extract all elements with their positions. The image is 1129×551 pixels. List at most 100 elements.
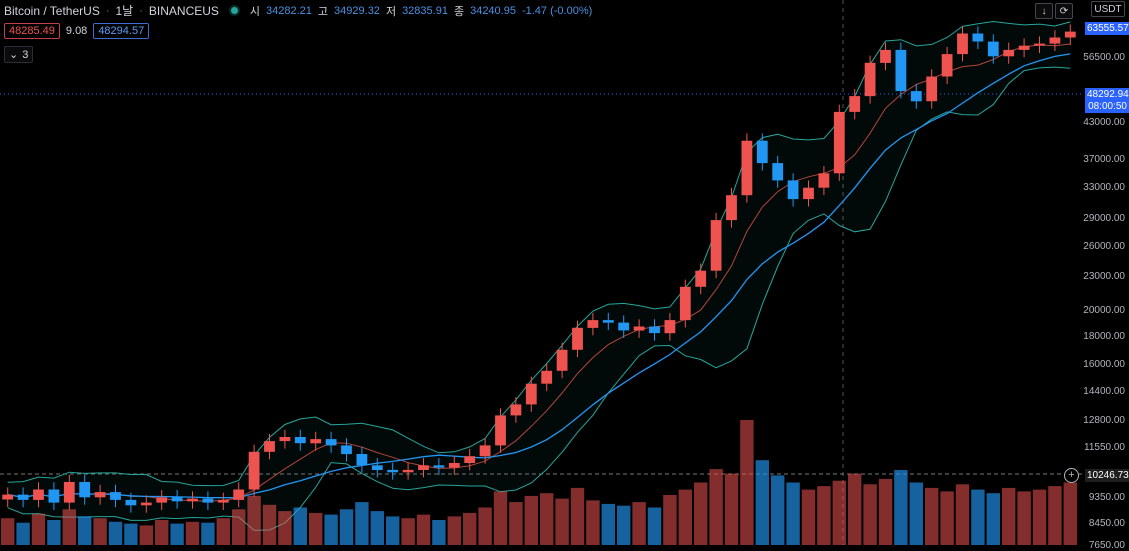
price-axis-label: 56500.00 bbox=[1083, 52, 1125, 63]
open-value: 34282.21 bbox=[266, 4, 312, 17]
candle-body bbox=[541, 370, 553, 384]
volume-bar bbox=[1002, 487, 1016, 545]
interval-label[interactable]: 1날 bbox=[115, 4, 134, 18]
volume-bar bbox=[216, 518, 230, 545]
currency-button[interactable]: USDT bbox=[1091, 1, 1125, 17]
add-alert-button[interactable]: + bbox=[1064, 468, 1079, 483]
volume-bar bbox=[509, 502, 523, 545]
volume-bar bbox=[863, 484, 877, 545]
volume-bar bbox=[832, 480, 846, 545]
price-axis-label: 29000.00 bbox=[1083, 213, 1125, 224]
volume-bar bbox=[1063, 482, 1077, 545]
volume-bar bbox=[524, 495, 538, 545]
candle-body bbox=[972, 33, 984, 42]
symbol-name[interactable]: Bitcoin / TetherUS bbox=[4, 3, 100, 18]
volume-bar bbox=[31, 513, 46, 545]
crosshair-price-tag: 48292.94 bbox=[1085, 88, 1129, 101]
candle-body bbox=[171, 497, 183, 502]
price-axis-label: 11550.00 bbox=[1084, 442, 1125, 453]
price-axis-label: 37000.00 bbox=[1083, 154, 1125, 165]
candle-body bbox=[864, 62, 876, 97]
candle-body bbox=[125, 499, 137, 506]
volume-bar bbox=[370, 511, 384, 545]
price-axis-label: 26000.00 bbox=[1083, 241, 1125, 252]
indicators-collapse-button[interactable]: ⌄ 3 bbox=[4, 46, 34, 63]
volume-bar bbox=[617, 505, 631, 545]
volume-bar bbox=[1, 518, 15, 545]
candle-body bbox=[233, 489, 245, 500]
volume-bar bbox=[108, 521, 123, 545]
candle-body bbox=[602, 320, 614, 323]
candle-body bbox=[156, 497, 168, 503]
price-axis-label: 7650.00 bbox=[1088, 540, 1125, 551]
volume-bar bbox=[694, 482, 708, 545]
candle-body bbox=[618, 322, 630, 331]
volume-bar bbox=[262, 504, 277, 545]
volume-bar bbox=[925, 487, 939, 545]
volume-bar bbox=[78, 516, 92, 545]
candle-body bbox=[803, 187, 814, 200]
high-value: 34929.32 bbox=[334, 4, 380, 17]
close-label: 종 bbox=[453, 5, 465, 18]
volume-bar bbox=[1048, 486, 1062, 545]
volume-bar bbox=[632, 502, 646, 545]
volume-bar bbox=[740, 420, 754, 545]
volume-bar bbox=[786, 482, 800, 545]
price-axis-label: 18000.00 bbox=[1083, 331, 1125, 342]
candle-body bbox=[79, 482, 91, 498]
candle-body bbox=[495, 415, 506, 446]
volume-bar bbox=[16, 522, 30, 545]
candle-body bbox=[341, 445, 352, 455]
price-axis-label: 16000.00 bbox=[1083, 359, 1125, 370]
candle-body bbox=[2, 494, 14, 500]
refresh-button[interactable]: ⟳ bbox=[1055, 3, 1073, 19]
volume-bar bbox=[155, 520, 169, 545]
chevron-down-icon: ⌄ bbox=[9, 49, 19, 61]
volume-bar bbox=[432, 520, 446, 545]
volume-bar bbox=[771, 475, 785, 545]
volume-bar bbox=[447, 516, 461, 545]
separator: · bbox=[105, 4, 110, 17]
candle-body bbox=[741, 140, 753, 196]
candle-body bbox=[110, 492, 121, 500]
candle-body bbox=[941, 54, 953, 77]
candle-body bbox=[710, 220, 722, 271]
indicator-count: 3 bbox=[22, 48, 29, 61]
symbol-legend: Bitcoin / TetherUS · 1날 · BINANCEUS 시 342… bbox=[4, 2, 592, 19]
volume-bar bbox=[47, 520, 61, 545]
volume-bar bbox=[709, 469, 723, 545]
bollinger-upper-line bbox=[7, 20, 1071, 487]
bar-countdown: 08:00:50 bbox=[1085, 100, 1129, 113]
candle-body bbox=[849, 96, 861, 112]
scroll-to-latest-button[interactable]: ↓ bbox=[1035, 3, 1053, 19]
candle-body bbox=[140, 502, 152, 506]
volume-bar bbox=[463, 512, 477, 545]
market-open-icon bbox=[230, 7, 238, 14]
candle-body bbox=[880, 49, 891, 63]
candle-body bbox=[217, 499, 229, 503]
candle-body bbox=[310, 439, 322, 444]
candle-body bbox=[17, 494, 29, 500]
open-label: 시 bbox=[249, 5, 261, 18]
volume-bar bbox=[401, 518, 415, 545]
down-arrow-icon: ↓ bbox=[1041, 5, 1047, 17]
volume-bar bbox=[247, 495, 261, 545]
candle-body bbox=[33, 489, 44, 500]
volume-bar bbox=[555, 498, 569, 545]
indicator-upper-value: 48294.57 bbox=[93, 23, 150, 39]
price-axis-label: 9350.00 bbox=[1088, 492, 1125, 503]
candle-body bbox=[356, 454, 368, 466]
volume-bar bbox=[940, 491, 954, 545]
volume-bar bbox=[232, 509, 246, 545]
volume-bar bbox=[355, 502, 369, 545]
volume-bar bbox=[124, 523, 138, 545]
candle-body bbox=[371, 465, 383, 470]
volume-bar bbox=[540, 493, 554, 545]
candle-body bbox=[294, 437, 306, 444]
price-axis-label: 12800.00 bbox=[1083, 415, 1125, 426]
dashed-price-tag: 10246.73 bbox=[1085, 469, 1129, 482]
candle-body bbox=[1034, 43, 1045, 46]
volume-bar bbox=[139, 525, 153, 545]
